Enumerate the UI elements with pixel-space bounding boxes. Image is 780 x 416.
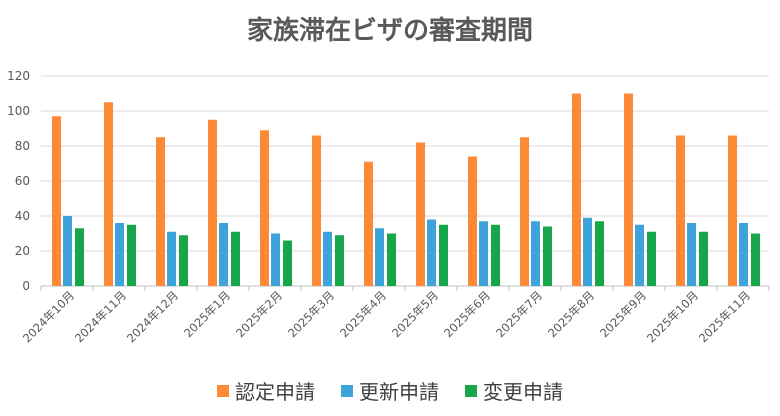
bar-2-5: [335, 235, 344, 286]
legend: 認定申請 更新申請 変更申請: [0, 376, 780, 405]
y-tick-label: 20: [15, 244, 30, 258]
bar-0-8: [468, 156, 477, 286]
x-tick-label: 2025年5月: [389, 288, 441, 340]
bar-0-2: [156, 137, 165, 286]
x-tick-label: 2024年12月: [124, 288, 181, 345]
x-tick-label: 2024年10月: [20, 288, 77, 345]
bar-2-4: [283, 240, 292, 286]
bar-1-12: [687, 223, 696, 286]
bar-2-6: [387, 233, 396, 286]
bar-2-8: [491, 224, 500, 286]
bar-1-8: [479, 221, 488, 286]
bar-1-11: [635, 224, 644, 286]
bar-0-3: [208, 119, 217, 286]
x-tick-label: 2025年10月: [644, 288, 701, 345]
bar-0-1: [104, 102, 113, 286]
bar-2-12: [699, 231, 708, 286]
bar-0-6: [364, 161, 373, 286]
bar-1-2: [167, 231, 176, 286]
legend-item-0: 認定申請: [217, 376, 315, 405]
bar-1-3: [219, 223, 228, 286]
bar-1-7: [427, 219, 436, 286]
x-tick-label: 2025年6月: [441, 288, 493, 340]
x-tick-label: 2025年3月: [285, 288, 337, 340]
y-tick-label: 100: [7, 104, 30, 118]
bar-0-11: [624, 93, 633, 286]
bar-0-4: [260, 130, 269, 286]
legend-swatch: [465, 384, 477, 397]
y-tick-label: 80: [15, 139, 30, 153]
legend-swatch: [217, 384, 229, 397]
x-tick-label: 2025年9月: [597, 288, 649, 340]
legend-item-2: 変更申請: [465, 376, 563, 405]
x-tick-label: 2025年11月: [696, 288, 753, 345]
bar-2-3: [231, 231, 240, 286]
y-tick-label: 40: [15, 209, 30, 223]
legend-item-1: 更新申請: [341, 376, 439, 405]
bar-2-10: [595, 221, 604, 286]
x-tick-label: 2025年8月: [545, 288, 597, 340]
chart-title: 家族滞在ビザの審査期間: [246, 16, 533, 46]
x-tick-label: 2025年4月: [337, 288, 389, 340]
bar-0-13: [728, 135, 737, 286]
bar-2-2: [179, 235, 188, 286]
bar-2-7: [439, 224, 448, 286]
bar-0-0: [52, 116, 61, 286]
bar-1-13: [739, 223, 748, 286]
bar-0-10: [572, 93, 581, 286]
bar-2-11: [647, 231, 656, 286]
x-tick-label: 2025年2月: [233, 288, 285, 340]
bar-2-0: [75, 228, 84, 286]
bar-2-1: [127, 224, 136, 286]
bar-1-6: [375, 228, 384, 286]
x-tick-label: 2025年1月: [181, 288, 233, 340]
bar-1-10: [583, 217, 592, 286]
legend-label: 認定申請: [235, 380, 315, 404]
bar-1-0: [63, 216, 72, 286]
bar-0-5: [312, 135, 321, 286]
bar-1-5: [323, 231, 332, 286]
y-tick-label: 120: [7, 69, 30, 83]
legend-swatch: [341, 384, 353, 397]
bar-2-13: [751, 233, 760, 286]
bar-1-1: [115, 223, 124, 286]
x-tick-label: 2024年11月: [72, 288, 129, 345]
bar-0-7: [416, 142, 425, 286]
bar-1-4: [271, 233, 280, 286]
legend-label: 更新申請: [359, 380, 439, 404]
bar-0-12: [676, 135, 685, 286]
x-tick-label: 2025年7月: [493, 288, 545, 340]
bar-0-9: [520, 137, 529, 286]
y-tick-label: 60: [15, 174, 30, 188]
y-tick-label: 0: [22, 279, 30, 293]
bar-2-9: [543, 226, 552, 286]
legend-label: 変更申請: [483, 380, 563, 404]
bar-1-9: [531, 221, 540, 286]
